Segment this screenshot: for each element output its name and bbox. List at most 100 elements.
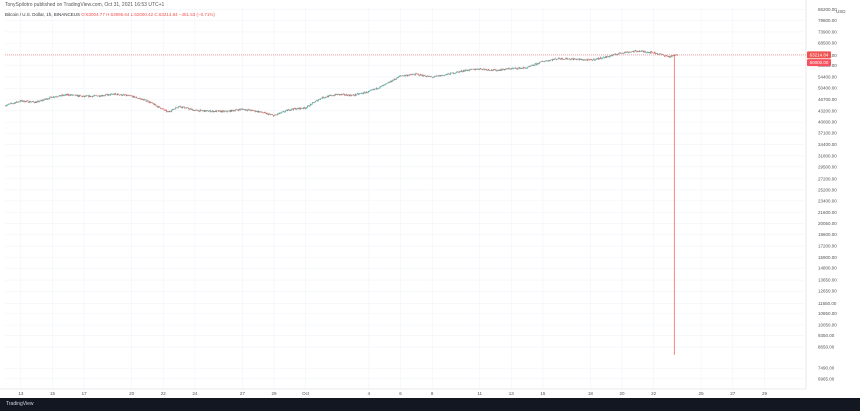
candle-body bbox=[394, 79, 395, 80]
candle-body bbox=[538, 63, 539, 64]
candle-body bbox=[535, 64, 536, 66]
candle-body bbox=[153, 103, 154, 104]
candle-body bbox=[97, 96, 98, 97]
candle-body bbox=[439, 75, 440, 76]
candle-body bbox=[181, 107, 182, 108]
candle-body bbox=[133, 96, 134, 97]
candle-body bbox=[70, 95, 71, 96]
candle-body bbox=[566, 58, 567, 59]
candle-body bbox=[537, 64, 538, 65]
candle-body bbox=[533, 65, 534, 66]
candle-body bbox=[405, 75, 406, 76]
candle-body bbox=[510, 68, 511, 69]
candle-body bbox=[520, 68, 521, 69]
candle-body bbox=[285, 111, 286, 112]
candle-body bbox=[305, 108, 306, 109]
candle-body bbox=[86, 96, 87, 97]
candle-body bbox=[633, 51, 634, 52]
candle-body bbox=[607, 56, 608, 57]
candle-body bbox=[485, 69, 486, 70]
x-tick-label: 6 bbox=[399, 391, 402, 396]
candle-body bbox=[453, 73, 454, 74]
candle-body bbox=[497, 70, 498, 71]
candle-body bbox=[47, 98, 48, 99]
tradingview-logo[interactable]: TradingView bbox=[6, 401, 34, 407]
candle-body bbox=[124, 95, 125, 96]
candle-body bbox=[518, 68, 519, 69]
y-tick-label: 86200.00 bbox=[818, 7, 837, 12]
x-tick-label: Oct bbox=[302, 391, 310, 396]
x-tick-label: 8 bbox=[431, 391, 434, 396]
x-tick-label: 18 bbox=[588, 391, 594, 396]
candle-body bbox=[142, 99, 143, 100]
candle-body bbox=[558, 58, 559, 59]
candle-body bbox=[52, 97, 53, 98]
candle-body bbox=[369, 91, 370, 92]
candle-body bbox=[594, 59, 595, 60]
candle-body bbox=[7, 105, 8, 106]
candle-body bbox=[596, 59, 597, 60]
candle-body bbox=[464, 70, 465, 71]
candle-body bbox=[639, 51, 640, 52]
candle-body bbox=[20, 101, 21, 102]
candle-body bbox=[200, 110, 201, 112]
candle-body bbox=[456, 72, 457, 73]
candle-body bbox=[279, 113, 280, 114]
x-tick-label: 29 bbox=[762, 391, 768, 396]
candle-body bbox=[222, 111, 223, 112]
candle-body bbox=[539, 62, 540, 63]
candle-body bbox=[344, 94, 345, 95]
candle-body bbox=[618, 53, 619, 54]
candle-body bbox=[549, 60, 550, 61]
candle-body bbox=[88, 96, 89, 97]
y-tick-label: 27200.00 bbox=[818, 176, 837, 181]
candle-body bbox=[415, 73, 416, 75]
candle-body bbox=[473, 69, 474, 70]
candle-body bbox=[619, 53, 620, 54]
candle-body bbox=[258, 111, 259, 112]
candle-body bbox=[189, 109, 190, 110]
candle-body bbox=[42, 100, 43, 101]
candle-body bbox=[423, 75, 424, 76]
candle-body bbox=[287, 110, 288, 111]
candle-body bbox=[336, 94, 337, 95]
candle-body bbox=[289, 109, 290, 110]
candle-body bbox=[398, 76, 399, 77]
candle-body bbox=[466, 70, 467, 71]
candle-body bbox=[504, 69, 505, 70]
candle-body bbox=[556, 59, 557, 60]
candle-body bbox=[137, 97, 138, 98]
candle-body bbox=[147, 101, 148, 102]
candle-body bbox=[516, 68, 517, 69]
candle-body bbox=[43, 100, 44, 101]
candle-body bbox=[307, 106, 308, 107]
y-tick-label: 6965.00 bbox=[818, 376, 835, 381]
candle-body bbox=[496, 69, 497, 71]
candle-body bbox=[224, 111, 225, 112]
y-tick-label: 8650.00 bbox=[818, 345, 835, 350]
candle-body bbox=[210, 110, 211, 111]
x-tick-label: 17 bbox=[82, 391, 88, 396]
candle-body bbox=[404, 75, 405, 76]
candle-body bbox=[487, 69, 488, 70]
y-tick-label: 25200.00 bbox=[818, 187, 837, 192]
candle-body bbox=[317, 100, 318, 101]
candle-body bbox=[358, 94, 359, 95]
candle-body bbox=[238, 110, 239, 111]
candle-body bbox=[449, 74, 450, 75]
candle-body bbox=[255, 110, 256, 111]
candle-body bbox=[293, 109, 294, 110]
candle-body bbox=[60, 95, 61, 96]
candle-body bbox=[121, 94, 122, 95]
candle-body bbox=[171, 110, 172, 111]
candle-body bbox=[420, 74, 421, 75]
candle-body bbox=[504, 69, 505, 70]
candle-body bbox=[525, 67, 526, 68]
candle-body bbox=[214, 111, 215, 112]
y-tick-label: 21600.00 bbox=[818, 210, 837, 215]
y-tick-label: 40000.00 bbox=[818, 120, 837, 125]
candle-body bbox=[477, 69, 478, 70]
candle-body bbox=[561, 58, 562, 59]
candle-body bbox=[280, 113, 281, 114]
candle-body bbox=[162, 108, 163, 109]
